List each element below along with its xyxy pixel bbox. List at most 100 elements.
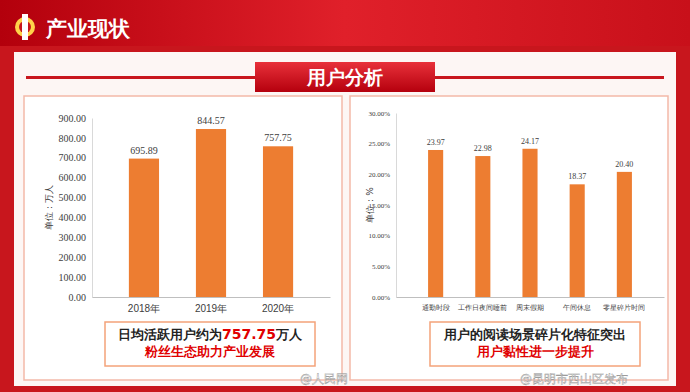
header-emblem	[15, 14, 35, 40]
y-tick: 20.00%	[368, 171, 396, 179]
x-axis: 2018年 2019年 2020年	[93, 297, 331, 314]
bar	[196, 129, 226, 297]
x-tick: 通勤时段	[422, 297, 450, 311]
y-tick: 5.00%	[372, 263, 396, 271]
data-label: 18.37	[568, 172, 586, 181]
x-tick: 2020年	[262, 297, 294, 314]
data-label: 22.98	[474, 144, 492, 153]
y-axis-title: 单位：%	[365, 187, 375, 223]
x-tick-label: 午间休息	[563, 304, 591, 311]
y-tick-label: 600.00	[59, 172, 87, 183]
y-tick: 30.00%	[368, 110, 396, 118]
caption-line: 用户黏性进一步提升	[476, 344, 594, 359]
y-tick-label: 100.00	[59, 272, 87, 283]
y-tick: 25.00%	[368, 140, 396, 148]
caption-line: 粉丝生态助力产业发展	[144, 344, 275, 359]
x-tick: 2019年	[195, 297, 227, 314]
y-tick: 0.00	[69, 292, 93, 303]
y-tick-label: 700.00	[59, 152, 87, 163]
caption-box	[430, 322, 640, 366]
y-tick-label: 200.00	[59, 252, 87, 263]
watermark: @昆明市西山区发布	[520, 372, 628, 386]
data-label: 24.17	[521, 137, 539, 146]
y-axis-line	[92, 119, 93, 298]
caption-text: 日均活跃用户约为	[118, 327, 222, 342]
watermark: @人民网	[300, 372, 348, 386]
y-axis-line	[396, 114, 397, 298]
bar	[522, 149, 537, 297]
y-tick: 100.00	[59, 272, 93, 283]
y-axis: 0.00 100.00 200.00 300.00 400.00 500.00 600.00…	[59, 113, 93, 303]
slide: 产业现状用户分析 0.00 100.00 200.00 300.00 400.00 500.…	[0, 0, 690, 392]
y-tick-label: 20.00%	[368, 171, 390, 179]
bars	[428, 149, 632, 297]
watermarks: @人民网 @昆明市西山区发布	[300, 372, 628, 386]
x-axis: 通勤时段 工作日夜间睡前 周末假期 午间休息 零星碎片时间	[397, 297, 665, 312]
caption: 用户的阅读场景碎片化特征突出用户黏性进一步提升	[430, 322, 640, 366]
x-tick: 工作日夜间睡前	[458, 297, 507, 311]
banner-title: 用户分析	[306, 66, 383, 88]
y-tick-label: 5.00%	[372, 263, 390, 271]
caption: 日均活跃用户约为757.75万人粉丝生态助力产业发展	[105, 322, 315, 366]
y-tick: 300.00	[59, 232, 93, 243]
data-label: 757.75	[264, 132, 292, 143]
data-label: 695.89	[130, 145, 158, 156]
header-title: 产业现状	[45, 17, 131, 41]
caption-text: 粉丝生态助力产业发展	[144, 344, 275, 359]
emblem-bar	[22, 14, 28, 40]
y-tick-label: 800.00	[59, 133, 87, 144]
bar	[129, 159, 159, 297]
data-label: 20.40	[615, 160, 633, 169]
y-tick: 400.00	[59, 212, 93, 223]
background	[0, 0, 690, 392]
y-tick-label: 0.00	[69, 292, 87, 303]
chart: 0.00 100.00 200.00 300.00 400.00 500.00 600.00…	[24, 96, 342, 380]
x-tick: 周末假期	[516, 297, 544, 311]
caption-text: 757.75	[222, 326, 276, 342]
caption-box	[105, 322, 315, 366]
x-axis-line	[397, 297, 665, 298]
y-tick: 700.00	[59, 152, 93, 163]
bar	[428, 150, 443, 297]
chart: 0.00%5.00%10.00%15.00%20.00%25.00%30.00%…	[350, 96, 668, 380]
y-tick-label: 500.00	[59, 192, 87, 203]
y-tick: 200.00	[59, 252, 93, 263]
y-tick-label: 300.00	[59, 232, 87, 243]
header-band	[0, 0, 690, 46]
caption-text: 万人	[275, 327, 303, 342]
y-tick-label: 400.00	[59, 212, 87, 223]
y-tick-label: 900.00	[59, 113, 87, 124]
x-tick: 零星碎片时间	[603, 297, 645, 312]
data-label: 844.57	[197, 115, 225, 126]
y-tick-label: 25.00%	[368, 140, 390, 148]
y-tick: 0.00%	[372, 294, 396, 302]
bar	[475, 156, 490, 297]
x-tick-label: 2019年	[195, 303, 227, 314]
y-axis-title: 单位：万人	[44, 185, 54, 230]
y-tick-label: 0.00%	[372, 294, 390, 302]
data-labels: 695.89 844.57 757.75	[130, 115, 292, 156]
data-labels: 23.97 22.98 24.17 18.37 20.40	[427, 137, 634, 182]
caption-text: 用户的阅读场景碎片化特征突出	[443, 327, 626, 342]
content-panel	[14, 52, 676, 386]
y-tick: 500.00	[59, 192, 93, 203]
data-label: 23.97	[427, 138, 445, 147]
caption-text: 用户黏性进一步提升	[476, 344, 594, 359]
y-tick: 900.00	[59, 113, 93, 124]
x-axis-line	[93, 297, 331, 298]
x-tick-label: 周末假期	[516, 304, 544, 311]
x-tick-label: 2020年	[262, 303, 294, 314]
bars	[129, 129, 293, 297]
y-tick: 10.00%	[368, 232, 396, 240]
x-tick-label: 通勤时段	[422, 304, 450, 311]
x-tick-label: 零星碎片时间	[603, 304, 645, 312]
x-tick: 午间休息	[563, 297, 591, 311]
x-tick-label: 2018年	[128, 303, 160, 314]
bar	[570, 184, 585, 297]
banner-box	[255, 62, 435, 92]
x-tick-label: 工作日夜间睡前	[458, 304, 507, 311]
y-tick: 800.00	[59, 133, 93, 144]
y-tick-label: 30.00%	[368, 110, 390, 118]
chart-panel	[350, 96, 668, 380]
y-tick-label: 10.00%	[368, 232, 390, 240]
